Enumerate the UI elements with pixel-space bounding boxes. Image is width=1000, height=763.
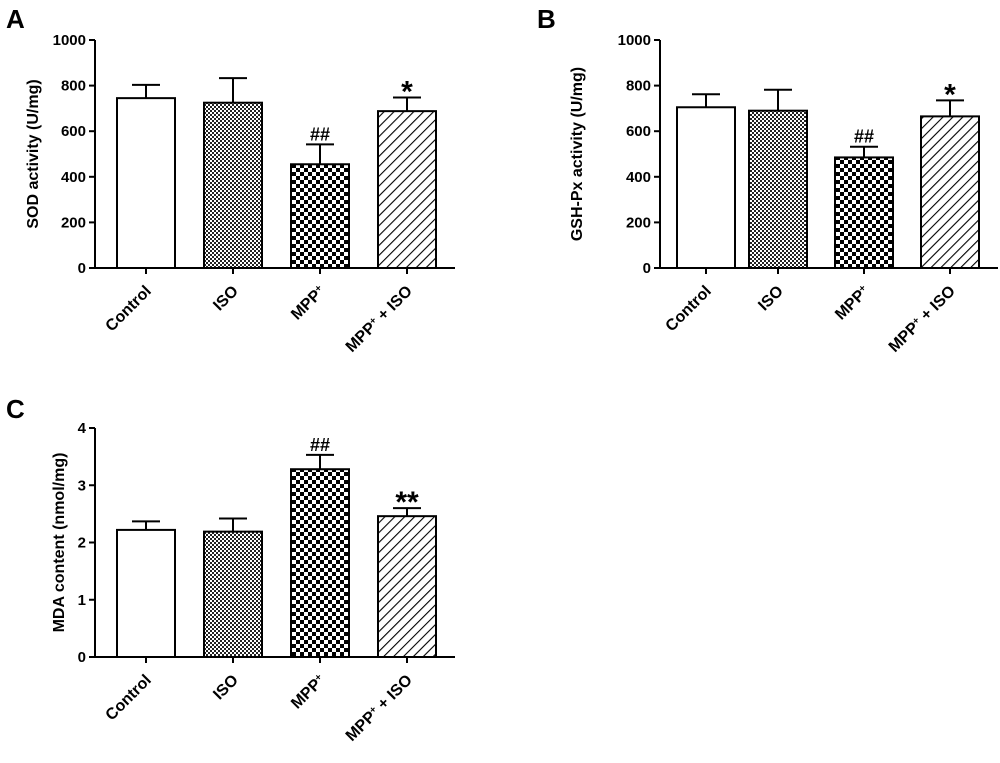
category-label: ISO (210, 283, 242, 315)
significance-label: ## (310, 435, 330, 455)
bar (676, 106, 736, 270)
y-tick-label: 0 (78, 260, 86, 277)
category-label: MPP+ + ISO (885, 282, 958, 355)
bar (748, 109, 808, 270)
bar (116, 97, 176, 269)
category-label: MPP+ + ISO (342, 671, 415, 744)
chart-panel-A: A SOD activity (U/mg) 0 200 400 600 800 1000 Con… (6, 4, 455, 356)
category-label: ISO (210, 672, 242, 704)
bar (377, 110, 437, 269)
bar (203, 530, 263, 658)
significance-label: * (944, 78, 956, 111)
y-axis-label: MDA content (nmol/mg) (51, 453, 68, 633)
panel-letter: A (6, 4, 25, 34)
significance-label: ** (395, 486, 419, 519)
y-tick-label: 1000 (53, 32, 86, 49)
bar (834, 156, 894, 269)
bar (377, 515, 437, 658)
bar (290, 468, 350, 658)
y-tick-label: 4 (78, 420, 87, 437)
y-tick-label: 0 (643, 260, 651, 277)
y-tick-label: 1000 (618, 32, 651, 49)
bar (203, 101, 263, 269)
category-label: Control (103, 672, 155, 724)
y-tick-label: 600 (61, 123, 86, 140)
y-tick-label: 200 (61, 214, 86, 231)
significance-label: * (401, 75, 413, 108)
category-label: Control (103, 283, 155, 335)
y-tick-label: 2 (78, 535, 86, 552)
y-tick-label: 200 (626, 214, 651, 231)
bar (116, 528, 176, 659)
y-tick-label: 400 (626, 169, 651, 186)
y-tick-label: 800 (626, 78, 651, 95)
significance-label: ## (310, 124, 330, 144)
category-label: Control (663, 283, 715, 335)
bar (290, 163, 350, 269)
significance-label: ## (854, 127, 874, 147)
category-label: MPP+ (288, 671, 329, 712)
y-axis-label: SOD activity (U/mg) (25, 79, 42, 228)
y-tick-label: 600 (626, 123, 651, 140)
category-label: MPP+ + ISO (342, 282, 415, 355)
y-tick-label: 0 (78, 649, 86, 666)
y-tick-label: 1 (78, 592, 86, 609)
y-tick-label: 800 (61, 78, 86, 95)
y-tick-label: 3 (78, 477, 86, 494)
panel-letter: B (537, 4, 556, 34)
chart-panel-C: C MDA content (nmol/mg) 0 1 2 3 4 Control ISO ## M… (6, 394, 455, 745)
category-label: MPP+ (832, 282, 873, 323)
y-axis-label: GSH-Px activity (U/mg) (569, 67, 586, 241)
panel-letter: C (6, 394, 25, 424)
category-label: MPP+ (288, 282, 329, 323)
y-tick-label: 400 (61, 169, 86, 186)
category-label: ISO (755, 283, 787, 315)
chart-panel-B: B GSH-Px activity (U/mg) 0 200 400 600 800 1000… (537, 4, 998, 356)
bar (920, 115, 980, 269)
